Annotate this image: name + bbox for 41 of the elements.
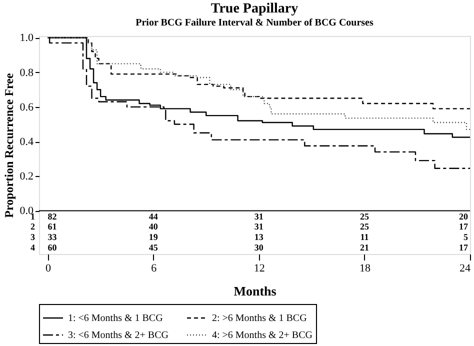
text: 2 <box>30 222 36 232</box>
legend-label: 4: >6 Months & 2+ BCG <box>212 330 312 341</box>
annotation: 11 <box>360 232 370 242</box>
annotation: 30 <box>254 242 264 252</box>
annotation: 5 <box>464 232 468 242</box>
annotation: 61 <box>48 222 58 232</box>
annotation: 17 <box>459 222 468 232</box>
y-tick-label: 0.4 <box>20 136 34 148</box>
chart-subtitle: Prior BCG Failure Interval & Number of BCG Courses <box>136 18 374 29</box>
annotation: 25 <box>360 222 370 232</box>
chart-title: True Papillary <box>210 2 298 17</box>
text: 3 <box>30 232 36 242</box>
x-axis-title: Months <box>234 284 276 298</box>
text: 4 <box>30 242 36 252</box>
annotation: 82 <box>48 211 58 222</box>
annotation: 19 <box>148 232 158 242</box>
annotation: 40 <box>148 222 158 232</box>
annotation: 13 <box>254 232 264 242</box>
x-tick-label: 12 <box>254 262 265 274</box>
y-tick-label: 1.0 <box>20 32 34 44</box>
y-tick-label: 0.8 <box>20 66 34 79</box>
annotation: 31 <box>254 222 264 232</box>
annotation: 45 <box>148 242 158 252</box>
y-tick-label: 0.6 <box>20 101 34 114</box>
annotation: 17 <box>459 242 468 252</box>
x-tick-label: 24 <box>460 262 471 274</box>
x-tick-label: 18 <box>359 262 371 274</box>
x-tick-label: 0 <box>46 262 52 274</box>
legend-label: 3: <6 Months & 2+ BCG <box>68 330 168 341</box>
annotation: 44 <box>148 211 158 222</box>
legend-label: 2: >6 Months & 1 BCG <box>212 313 307 324</box>
legend-label: 1: <6 Months & 1 BCG <box>68 313 163 324</box>
annotation: 31 <box>254 211 264 222</box>
y-axis-title: Proportion Recurrence Free <box>2 72 16 218</box>
annotation: 21 <box>360 242 370 252</box>
annotation: 60 <box>48 242 58 252</box>
annotation: 20 <box>459 211 468 222</box>
annotation: 33 <box>48 232 58 242</box>
y-tick-label: 0.2 <box>20 170 34 183</box>
annotation: 25 <box>360 211 370 222</box>
x-tick-label: 6 <box>151 262 158 274</box>
